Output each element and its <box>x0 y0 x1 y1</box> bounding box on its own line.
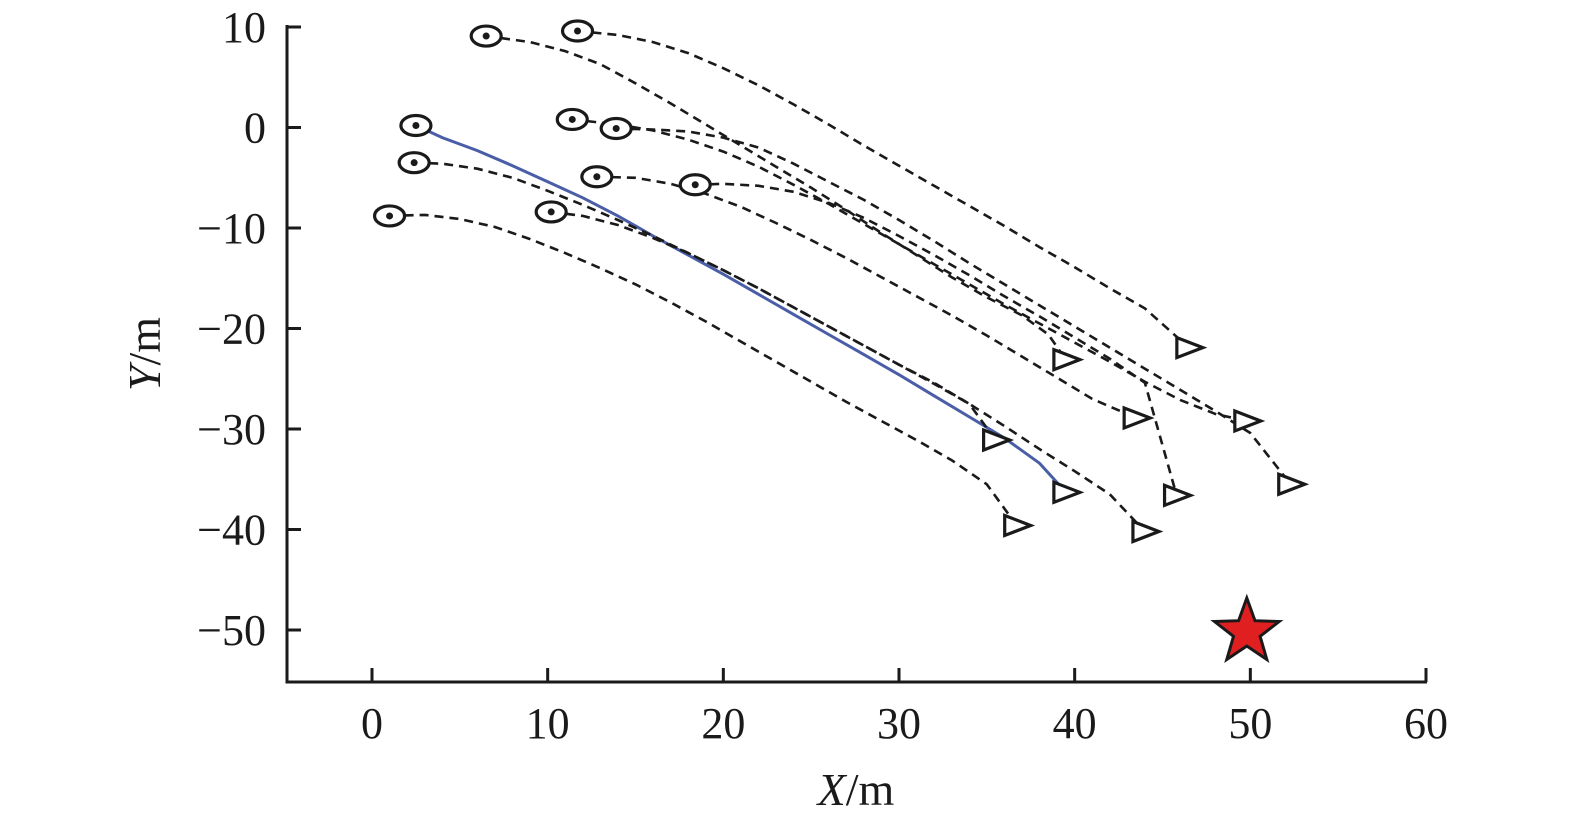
y-tick-label-0: 10 <box>222 3 266 52</box>
start-marker-2 <box>560 19 595 43</box>
x-tick-label-1: 10 <box>526 699 570 748</box>
end-marker-8 <box>1003 513 1036 538</box>
y-axis-title: Y/m <box>119 317 170 391</box>
start-marker-8 <box>372 204 407 228</box>
trajectory-0 <box>415 124 1068 494</box>
x-tick-label-4: 40 <box>1053 699 1097 748</box>
start-marker-4 <box>599 116 633 141</box>
y-axis-title-unit: /m <box>119 317 170 366</box>
target-star <box>1210 593 1284 664</box>
end-marker-9 <box>1131 519 1164 544</box>
start-marker-7 <box>678 173 712 197</box>
trajectory-7 <box>695 182 1178 496</box>
start-marker-dot-3 <box>568 115 576 123</box>
trajectory-2 <box>577 29 1190 349</box>
trajectory-9 <box>551 210 1146 533</box>
y-tick-label-5: −40 <box>197 506 266 555</box>
end-marker-5 <box>982 427 1015 453</box>
end-marker-7 <box>1162 483 1196 508</box>
y-ticks: 10 0 −10 −20 −30 −40 −50 <box>197 3 301 655</box>
start-marker-dot-4 <box>612 125 620 133</box>
start-marker-0 <box>399 113 433 138</box>
start-marker-9 <box>534 200 568 224</box>
start-marker-dot-9 <box>547 208 555 216</box>
y-tick-label-6: −50 <box>197 606 266 655</box>
start-marker-dot-2 <box>574 27 582 35</box>
x-axis-title: X/m <box>816 764 895 815</box>
start-marker-dot-5 <box>410 159 418 167</box>
y-tick-label-4: −30 <box>197 405 266 454</box>
trajectory-5 <box>414 161 997 441</box>
x-ticks: 0 10 20 30 40 50 60 <box>361 668 1448 748</box>
start-marker-dot-0 <box>412 121 420 129</box>
trajectory-4 <box>616 127 1292 486</box>
end-marker-0 <box>1052 479 1085 505</box>
y-tick-label-3: −20 <box>197 305 266 354</box>
end-marker-3 <box>1233 408 1266 434</box>
start-marker-dot-7 <box>691 181 699 189</box>
x-tick-label-0: 0 <box>361 699 383 748</box>
trajectory-1 <box>486 34 1067 361</box>
end-marker-6 <box>1122 405 1155 431</box>
target-layer <box>1210 593 1284 664</box>
x-tick-label-5: 50 <box>1228 699 1272 748</box>
end-marker-2 <box>1175 335 1208 360</box>
trajectory-6 <box>596 175 1137 420</box>
x-tick-label-2: 20 <box>701 699 745 748</box>
start-marker-dot-8 <box>386 212 394 220</box>
marker-layer <box>372 19 1310 544</box>
start-marker-6 <box>580 165 614 189</box>
y-tick-label-1: 0 <box>244 104 266 153</box>
start-marker-5 <box>397 151 431 175</box>
start-marker-dot-6 <box>593 173 601 181</box>
start-marker-dot-1 <box>482 32 490 40</box>
end-marker-1 <box>1052 347 1085 372</box>
plot-area: 0 10 20 30 40 50 60 10 0 −10 −20 −30 −40 −50 <box>197 3 1448 748</box>
end-marker-4 <box>1277 471 1310 497</box>
start-marker-1 <box>469 24 503 48</box>
x-tick-label-3: 30 <box>877 699 921 748</box>
y-tick-label-2: −10 <box>197 204 266 253</box>
x-tick-label-6: 60 <box>1404 699 1448 748</box>
y-axis-title-variable: Y <box>119 361 170 391</box>
x-axis-title-variable: X <box>816 764 848 815</box>
x-axis-title-unit: /m <box>846 764 895 815</box>
start-marker-3 <box>555 107 589 132</box>
series-layer <box>389 29 1292 533</box>
trajectory-8 <box>389 213 1018 527</box>
trajectory-3 <box>572 118 1248 423</box>
